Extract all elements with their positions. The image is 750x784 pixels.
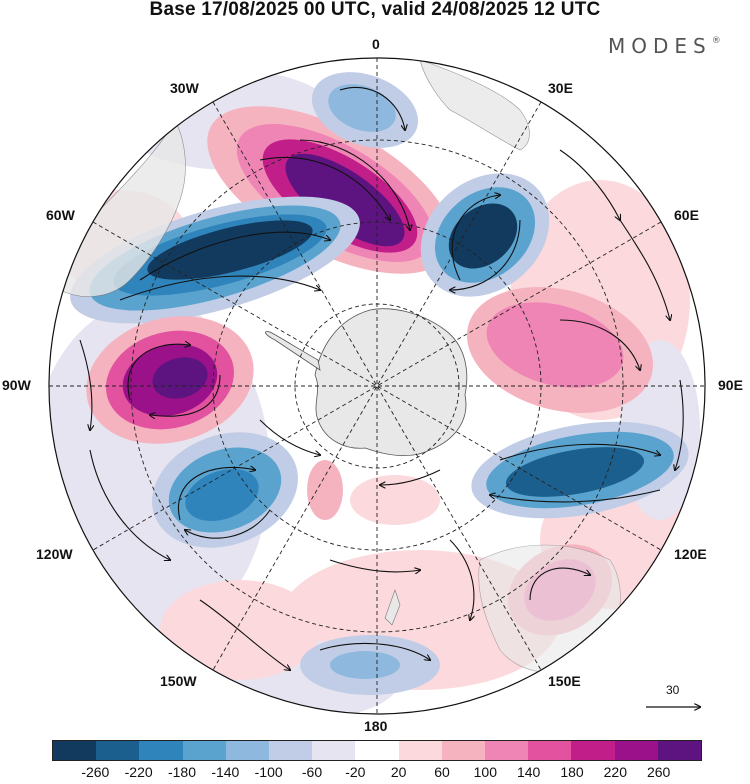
africa-land (419, 59, 530, 151)
colorbar-tick-label: 60 (434, 764, 450, 780)
colorbar-tick-label: 140 (516, 764, 541, 780)
new-zealand-land (384, 589, 401, 626)
brand-logo: MODES® (608, 34, 721, 58)
colorbar-segment (96, 741, 140, 760)
colorbar-segment (312, 741, 356, 760)
colorbar-segment (614, 741, 658, 760)
colorbar-segment (139, 741, 183, 760)
wind-vectors (79, 86, 684, 670)
brand-name: MODES (608, 34, 712, 58)
lon-label-180: 180 (364, 718, 388, 734)
antarctica-land (314, 308, 468, 456)
lon-label-150e: 150E (548, 673, 581, 689)
lon-label-60e: 60E (674, 207, 699, 223)
colorbar-tick-label: 180 (560, 764, 584, 780)
lon-label-60w: 60W (46, 207, 75, 223)
colorbar-labels: -260 -220 -180 -140 -100 -60 -20 20 60 100 140 180 2… (0, 764, 750, 784)
colorbar-tick-label: -20 (345, 764, 366, 780)
colorbar-tick-label: 20 (390, 764, 407, 780)
graticule (49, 58, 705, 714)
colorbar-tick-label: 260 (646, 764, 671, 780)
map-title: Base 17/08/2025 00 UTC, valid 24/08/2025… (149, 0, 601, 20)
colorbar-tick-label: -140 (211, 764, 240, 780)
colorbar-tick-label: 100 (473, 764, 498, 780)
colorbar-segment (441, 741, 486, 760)
colorbar (52, 740, 702, 761)
colorbar-tick-label: 220 (603, 764, 628, 780)
vector-scale-label: 30 (666, 683, 680, 697)
colorbar-segment (269, 741, 313, 760)
colorbar-tick-label: -260 (81, 764, 110, 780)
lon-label-0: 0 (372, 36, 380, 52)
map-boundary (48, 57, 706, 715)
lon-label-30e: 30E (548, 80, 573, 96)
lon-label-120e: 120E (674, 546, 707, 562)
lon-label-30w: 30W (170, 80, 199, 96)
colorbar-segment (398, 741, 442, 760)
colorbar-segment (355, 741, 399, 760)
colorbar-tick-label: -180 (167, 764, 197, 780)
antarctic-peninsula (265, 331, 321, 371)
colorbar-segment (528, 741, 572, 760)
south-america-land (59, 119, 186, 297)
lon-label-90e: 90E (718, 377, 743, 393)
colorbar-segment (485, 741, 529, 760)
colorbar-tick-label: -100 (254, 764, 283, 780)
colorbar-segment (182, 741, 226, 760)
brand-mark: ® (711, 36, 721, 47)
colorbar-segment (225, 741, 270, 760)
lon-label-90w: 90W (2, 377, 31, 393)
lon-label-120w: 120W (36, 546, 73, 562)
colorbar-segment (53, 741, 97, 760)
colorbar-tick-label: -220 (124, 764, 153, 780)
lon-label-150w: 150W (160, 673, 197, 689)
colorbar-segment (571, 741, 615, 760)
colorbar-tick-label: -60 (301, 764, 323, 780)
colorbar-segment (657, 741, 702, 760)
